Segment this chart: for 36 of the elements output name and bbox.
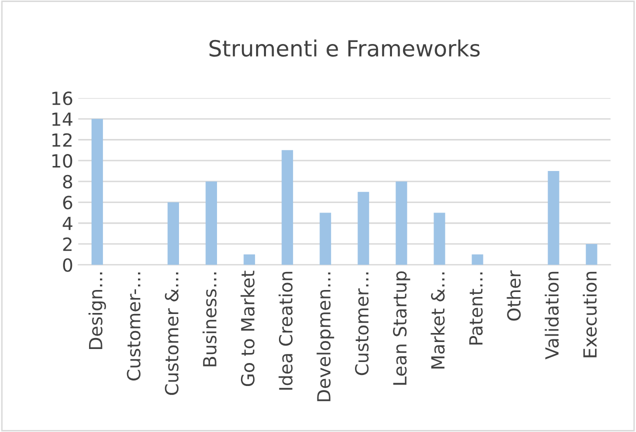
y-tick-label: 8 [63, 174, 72, 189]
x-tick-label: Execution [582, 272, 597, 358]
bar [92, 118, 103, 265]
x-tick-label: Design… [88, 272, 106, 349]
y-tick-label: 0 [63, 258, 72, 272]
x-tick-label: Customer &… [164, 272, 179, 395]
bar [434, 212, 446, 265]
bar [396, 181, 408, 265]
y-tick-label: 6 [63, 196, 72, 210]
y-tick-label: 10 [52, 154, 72, 168]
x-tick-label: Go to Market [240, 270, 255, 386]
y-tick-label: 4 [62, 216, 72, 230]
bar [282, 150, 294, 265]
y-tick-label: 16 [52, 92, 72, 106]
y-tick-label: 14 [52, 112, 72, 126]
x-tick-label: Business… [202, 272, 217, 366]
x-tick-label: Lean Startup [393, 271, 410, 385]
bar [320, 212, 332, 265]
bar [206, 181, 218, 265]
bar [244, 254, 256, 265]
x-tick-label: Developmen… [316, 272, 334, 402]
y-tick-label: 12 [52, 133, 72, 147]
x-tick-label: Market &… [430, 272, 445, 369]
bar [358, 192, 370, 265]
bar [168, 202, 179, 265]
x-tick-label: Validation [544, 272, 559, 360]
bar [548, 171, 560, 265]
x-tick-label: Customer… [354, 272, 369, 376]
x-tick-label: Other [506, 270, 521, 321]
x-tick-label: Idea Creation [278, 272, 293, 390]
bar [472, 254, 484, 265]
bar [586, 244, 598, 265]
x-tick-label: Patent… [469, 272, 483, 345]
chart-title: Strumenti e Frameworks [210, 40, 480, 57]
y-tick-label: 2 [63, 237, 72, 251]
x-tick-label: Customer-… [126, 272, 141, 380]
